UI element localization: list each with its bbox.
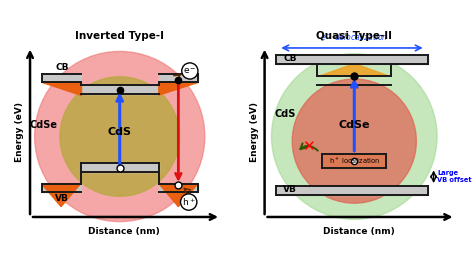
Bar — [159, 184, 198, 192]
Text: CdS: CdS — [274, 108, 296, 118]
FancyBboxPatch shape — [236, 18, 473, 255]
Bar — [81, 85, 159, 94]
Text: Energy (eV): Energy (eV) — [15, 102, 24, 162]
Circle shape — [35, 51, 205, 222]
Text: Quasi Type-II: Quasi Type-II — [316, 31, 392, 41]
Text: Large
VB offset: Large VB offset — [437, 170, 472, 183]
Bar — [159, 74, 198, 82]
Bar — [42, 184, 81, 192]
Bar — [81, 164, 159, 172]
Bar — [276, 55, 428, 64]
Text: CdS: CdS — [108, 127, 132, 137]
Text: CB: CB — [283, 54, 297, 63]
Text: VB: VB — [55, 194, 69, 203]
Text: e$^-$ delocalization: e$^-$ delocalization — [320, 31, 388, 42]
Text: e$^-$: e$^-$ — [183, 66, 197, 76]
Circle shape — [292, 79, 416, 203]
Polygon shape — [321, 64, 388, 76]
FancyBboxPatch shape — [1, 18, 238, 255]
Polygon shape — [159, 82, 198, 95]
Text: ✕: ✕ — [302, 139, 315, 154]
Text: h$^+$: h$^+$ — [182, 196, 195, 208]
Text: Inverted Type-I: Inverted Type-I — [75, 31, 164, 41]
Polygon shape — [42, 184, 81, 207]
Polygon shape — [159, 184, 198, 207]
Bar — [322, 154, 386, 168]
Text: CdSe: CdSe — [338, 120, 370, 130]
Text: VB: VB — [283, 185, 297, 194]
Text: Distance (nm): Distance (nm) — [89, 227, 160, 236]
Text: Energy (eV): Energy (eV) — [250, 102, 259, 162]
Circle shape — [272, 54, 437, 219]
Circle shape — [60, 77, 180, 196]
Text: CdSe: CdSe — [30, 120, 58, 130]
Polygon shape — [42, 82, 81, 95]
Bar — [276, 186, 428, 195]
Text: Distance (nm): Distance (nm) — [323, 227, 395, 236]
Text: CB: CB — [55, 63, 69, 72]
Text: h$^+$ localization: h$^+$ localization — [328, 156, 380, 166]
Bar — [42, 74, 81, 82]
